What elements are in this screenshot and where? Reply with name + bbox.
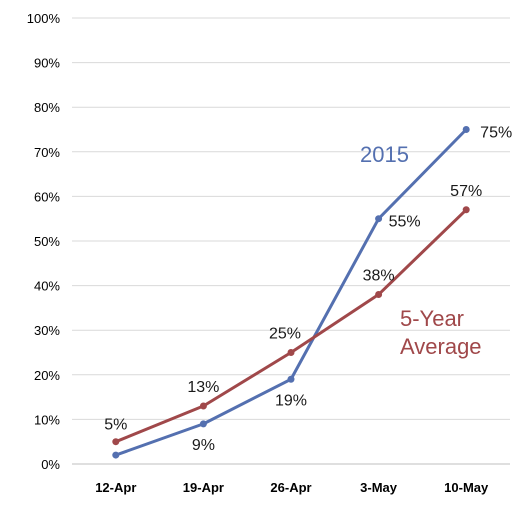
y-axis: 0% 10% 20% 30% 40% 50% 60% 70% 80% 90% 100% [27,11,61,472]
data-label: 5% [104,417,127,434]
y-tick-label: 70% [34,145,60,160]
x-tick-label: 12-Apr [95,480,136,495]
data-label: 25% [269,326,301,343]
x-tick-label: 26-Apr [270,480,311,495]
y-tick-label: 100% [27,11,61,26]
series-label-5-year-average: 5-Year Average [400,306,482,359]
series-label-line-1: 5-Year [400,306,464,331]
gridlines [72,17,510,465]
data-label: 75% [480,125,512,142]
y-tick-label: 30% [34,323,60,338]
data-label: 9% [192,437,215,454]
data-label: 57% [450,183,482,200]
data-point [375,215,383,223]
y-tick-label: 20% [34,368,60,383]
x-tick-label: 3-May [360,480,398,495]
y-tick-label: 90% [34,56,60,71]
data-point [375,291,383,299]
data-point [112,438,120,446]
series-2015 [112,126,470,459]
data-point [462,126,470,133]
y-tick-label: 80% [34,100,60,115]
data-point [462,206,470,214]
data-label: 38% [363,268,395,285]
x-tick-label: 19-Apr [183,480,224,495]
data-label: 55% [389,214,421,231]
y-tick-label: 50% [34,234,60,249]
data-point [287,375,295,383]
data-point [199,402,207,410]
data-point [112,451,120,459]
x-tick-label: 10-May [444,480,489,495]
series-label-line-2: Average [400,334,482,359]
y-tick-label: 40% [34,279,60,294]
data-point [287,349,295,356]
y-tick-label: 0% [41,457,60,472]
x-axis: 12-Apr 19-Apr 26-Apr 3-May 10-May [95,480,489,495]
data-label: 13% [187,379,219,396]
series-5-year-average [112,206,470,446]
data-labels: 9% 19% 55% 75% 5% 13% 25% 38% 57% [104,125,512,454]
series-label-2015: 2015 [360,142,409,167]
data-label: 19% [275,392,307,409]
y-tick-label: 10% [34,412,60,427]
data-point [199,420,207,428]
y-tick-label: 60% [34,189,60,204]
